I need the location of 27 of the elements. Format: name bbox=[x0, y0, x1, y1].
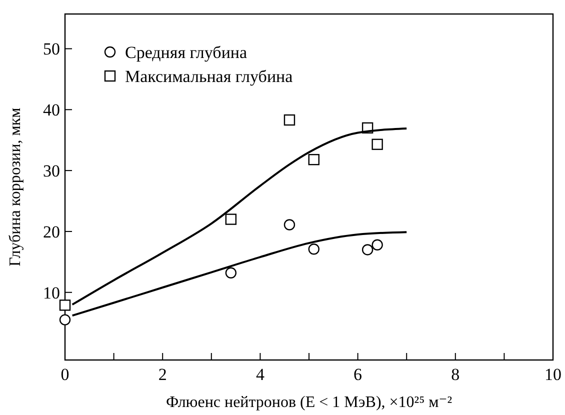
point bbox=[372, 239, 383, 250]
x-tick-label: 6 bbox=[354, 365, 362, 384]
point bbox=[225, 214, 237, 225]
point bbox=[308, 154, 320, 166]
point bbox=[284, 114, 296, 126]
line-series bbox=[71, 231, 408, 317]
y-tick-label: 10 bbox=[43, 283, 60, 302]
x-tick-label: 10 bbox=[544, 365, 562, 384]
x-tick-label: 8 bbox=[451, 365, 460, 384]
y-tick-label: 50 bbox=[43, 40, 60, 59]
y-tick-label: 40 bbox=[43, 100, 60, 120]
y-tick-label: 20 bbox=[43, 222, 60, 242]
point bbox=[59, 314, 71, 326]
point bbox=[372, 138, 383, 150]
point bbox=[362, 244, 374, 256]
point bbox=[59, 300, 71, 311]
y-axis-title: Глубина коррозии, мкм bbox=[7, 108, 24, 266]
x-tick-label: 2 bbox=[158, 365, 167, 384]
x-axis-title: Флюенс нейтронов (E < 1 МэВ), ×10²⁵ м⁻² bbox=[166, 394, 452, 411]
point bbox=[284, 219, 296, 230]
y-tick-label: 30 bbox=[43, 162, 60, 181]
legend-label: Средняя глубина bbox=[125, 43, 248, 62]
x-tick-label: 4 bbox=[256, 365, 265, 384]
point bbox=[225, 267, 237, 278]
point bbox=[308, 244, 320, 255]
legend-label: Максимальная глубина bbox=[125, 67, 294, 86]
x-tick-label: 0 bbox=[60, 365, 70, 384]
